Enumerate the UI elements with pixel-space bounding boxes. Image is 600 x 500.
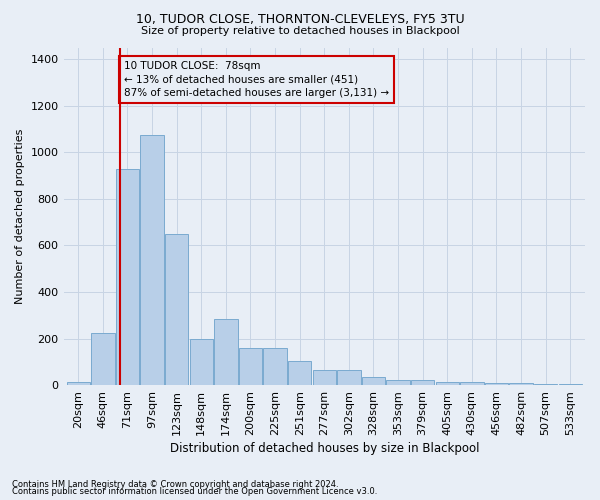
Bar [239,348,262,385]
Bar [313,370,336,385]
Bar [534,384,557,385]
Bar [460,382,484,385]
Text: 10, TUDOR CLOSE, THORNTON-CLEVELEYS, FY5 3TU: 10, TUDOR CLOSE, THORNTON-CLEVELEYS, FY5… [136,12,464,26]
Bar [362,377,385,385]
Y-axis label: Number of detached properties: Number of detached properties [15,128,25,304]
Bar [116,168,139,385]
Bar [436,382,459,385]
Bar [485,382,508,385]
Text: Contains HM Land Registry data © Crown copyright and database right 2024.: Contains HM Land Registry data © Crown c… [12,480,338,489]
Bar [214,318,238,385]
Bar [337,370,361,385]
Bar [559,384,582,385]
Text: 10 TUDOR CLOSE:  78sqm
← 13% of detached houses are smaller (451)
87% of semi-de: 10 TUDOR CLOSE: 78sqm ← 13% of detached … [124,62,389,98]
Bar [288,360,311,385]
Text: Contains public sector information licensed under the Open Government Licence v3: Contains public sector information licen… [12,487,377,496]
Text: Size of property relative to detached houses in Blackpool: Size of property relative to detached ho… [140,26,460,36]
Bar [190,338,213,385]
Bar [411,380,434,385]
X-axis label: Distribution of detached houses by size in Blackpool: Distribution of detached houses by size … [170,442,479,455]
Bar [91,332,115,385]
Bar [67,382,90,385]
Bar [140,135,164,385]
Bar [509,383,533,385]
Bar [263,348,287,385]
Bar [165,234,188,385]
Bar [386,380,410,385]
